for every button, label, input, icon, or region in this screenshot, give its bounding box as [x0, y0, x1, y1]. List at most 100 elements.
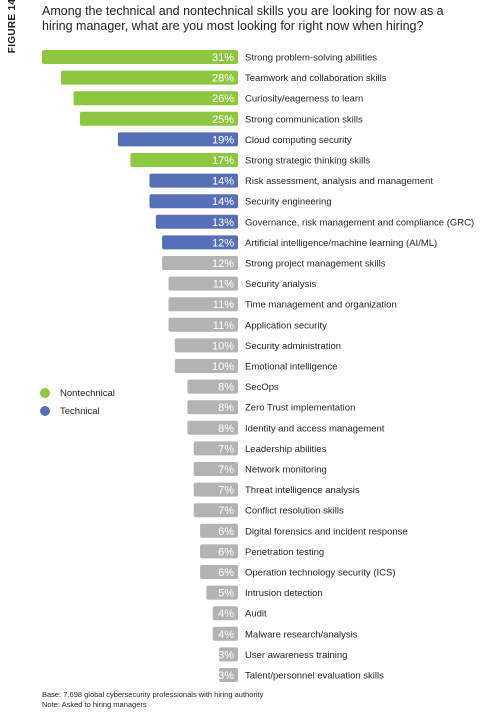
bar-value-label: 28%: [212, 73, 234, 85]
category-label: Intrusion detection: [245, 588, 323, 599]
bar-value-label: 19%: [212, 134, 234, 146]
category-label: Digital forensics and incident response: [245, 526, 408, 537]
bar: [219, 647, 238, 662]
legend: Nontechnical Technical: [40, 384, 115, 420]
bar: [174, 359, 238, 373]
category-label: Application security: [245, 320, 327, 331]
bar-value-label: 31%: [212, 52, 234, 64]
bar: [193, 441, 238, 456]
bar: [73, 91, 238, 106]
legend-swatch-nontechnical: [40, 388, 50, 398]
legend-label-technical: Technical: [60, 405, 100, 417]
bar-value-label: 11%: [213, 299, 234, 311]
bar-value-label: 14%: [212, 176, 234, 188]
bar-value-label: 6%: [218, 567, 234, 579]
bar-value-label: 14%: [212, 196, 234, 208]
bar: [200, 565, 238, 579]
category-label: Time management and organization: [245, 300, 397, 311]
bar: [187, 379, 238, 394]
category-label: Penetration testing: [245, 547, 324, 558]
bar-value-label: 7%: [218, 505, 234, 517]
bar: [61, 70, 238, 85]
bar: [212, 606, 238, 621]
bar-value-label: 6%: [218, 526, 234, 538]
bar: [187, 400, 238, 415]
bar-value-label: 4%: [218, 629, 234, 641]
category-label: Strong communication skills: [245, 114, 363, 125]
bar: [149, 173, 238, 188]
bar: [193, 503, 238, 518]
bar-value-label: 3%: [218, 649, 234, 661]
bar-value-label: 11%: [213, 279, 234, 291]
bar-value-label: 8%: [218, 382, 234, 394]
bar: [206, 585, 238, 600]
category-label: Leadership abilities: [245, 444, 327, 455]
category-label: Talent/personnel evaluation skills: [245, 671, 384, 682]
bar: [174, 338, 238, 353]
category-label: Zero Trust implementation: [245, 403, 355, 414]
bar-value-label: 11%: [213, 320, 234, 332]
bar: [193, 462, 238, 476]
category-label: Audit: [245, 609, 267, 620]
bar: [187, 420, 238, 435]
category-label: Security engineering: [245, 197, 332, 208]
bar-value-label: 3%: [218, 670, 234, 682]
category-label: Strong project management skills: [245, 259, 386, 270]
bar: [79, 111, 239, 126]
category-label: Cloud computing security: [245, 135, 352, 146]
bar-value-label: 12%: [212, 237, 234, 249]
bar: [168, 297, 238, 312]
bar: [130, 153, 238, 167]
bar-value-label: 7%: [218, 443, 234, 455]
bar-value-label: 6%: [218, 546, 234, 558]
bar-value-label: 10%: [212, 361, 234, 373]
bar: [193, 482, 238, 497]
legend-item-technical: Technical: [40, 402, 115, 420]
category-label: Teamwork and collaboration skills: [245, 73, 387, 84]
bar-value-label: 4%: [218, 608, 234, 620]
category-label: Strong problem-solving abilities: [245, 53, 377, 64]
legend-label-nontechnical: Nontechnical: [60, 387, 115, 399]
category-label: Security analysis: [245, 279, 317, 290]
bar: [117, 132, 238, 147]
bar-value-label: 26%: [212, 93, 234, 105]
bar-value-label: 10%: [212, 340, 234, 352]
footnote-note: Note: Asked to hiring managers: [42, 700, 147, 709]
bar: [155, 214, 238, 229]
footnote-base: Base: 7,698 global cybersecurity profess…: [42, 690, 264, 699]
category-label: Governance, risk management and complian…: [245, 217, 474, 228]
category-label: Artificial intelligence/machine learning…: [245, 238, 437, 249]
bar-value-label: 25%: [212, 114, 234, 126]
bar: [42, 50, 238, 64]
bar: [200, 523, 238, 538]
footnotes: Base: 7,698 global cybersecurity profess…: [42, 690, 263, 710]
bar-value-label: 7%: [218, 485, 234, 497]
bar-value-label: 12%: [212, 258, 234, 270]
bar-value-label: 5%: [218, 588, 234, 600]
category-label: Threat intelligence analysis: [245, 485, 360, 496]
category-label: SecOps: [245, 382, 279, 393]
legend-swatch-technical: [40, 406, 50, 416]
category-label: Risk assessment, analysis and management: [245, 176, 433, 187]
bar: [162, 235, 238, 250]
category-label: Curiosity/eagerness to learn: [245, 94, 363, 105]
bar-value-label: 8%: [218, 402, 234, 414]
bar: [200, 544, 238, 559]
bar: [168, 276, 238, 291]
category-label: Malware research/analysis: [245, 629, 358, 640]
category-label: Network monitoring: [245, 465, 327, 476]
bar: [219, 668, 238, 682]
bar-value-label: 17%: [212, 155, 234, 167]
bar-value-label: 13%: [212, 217, 234, 229]
legend-item-nontechnical: Nontechnical: [40, 384, 115, 402]
bar-value-label: 7%: [218, 464, 234, 476]
category-label: Strong strategic thinking skills: [245, 156, 370, 167]
bar-value-label: 8%: [218, 423, 234, 435]
category-label: Emotional intelligence: [245, 362, 337, 373]
category-label: User awareness training: [245, 650, 347, 661]
category-label: Security administration: [245, 341, 341, 352]
category-label: Conflict resolution skills: [245, 506, 344, 517]
bar: [212, 626, 238, 641]
category-label: Operation technology security (ICS): [245, 568, 395, 579]
